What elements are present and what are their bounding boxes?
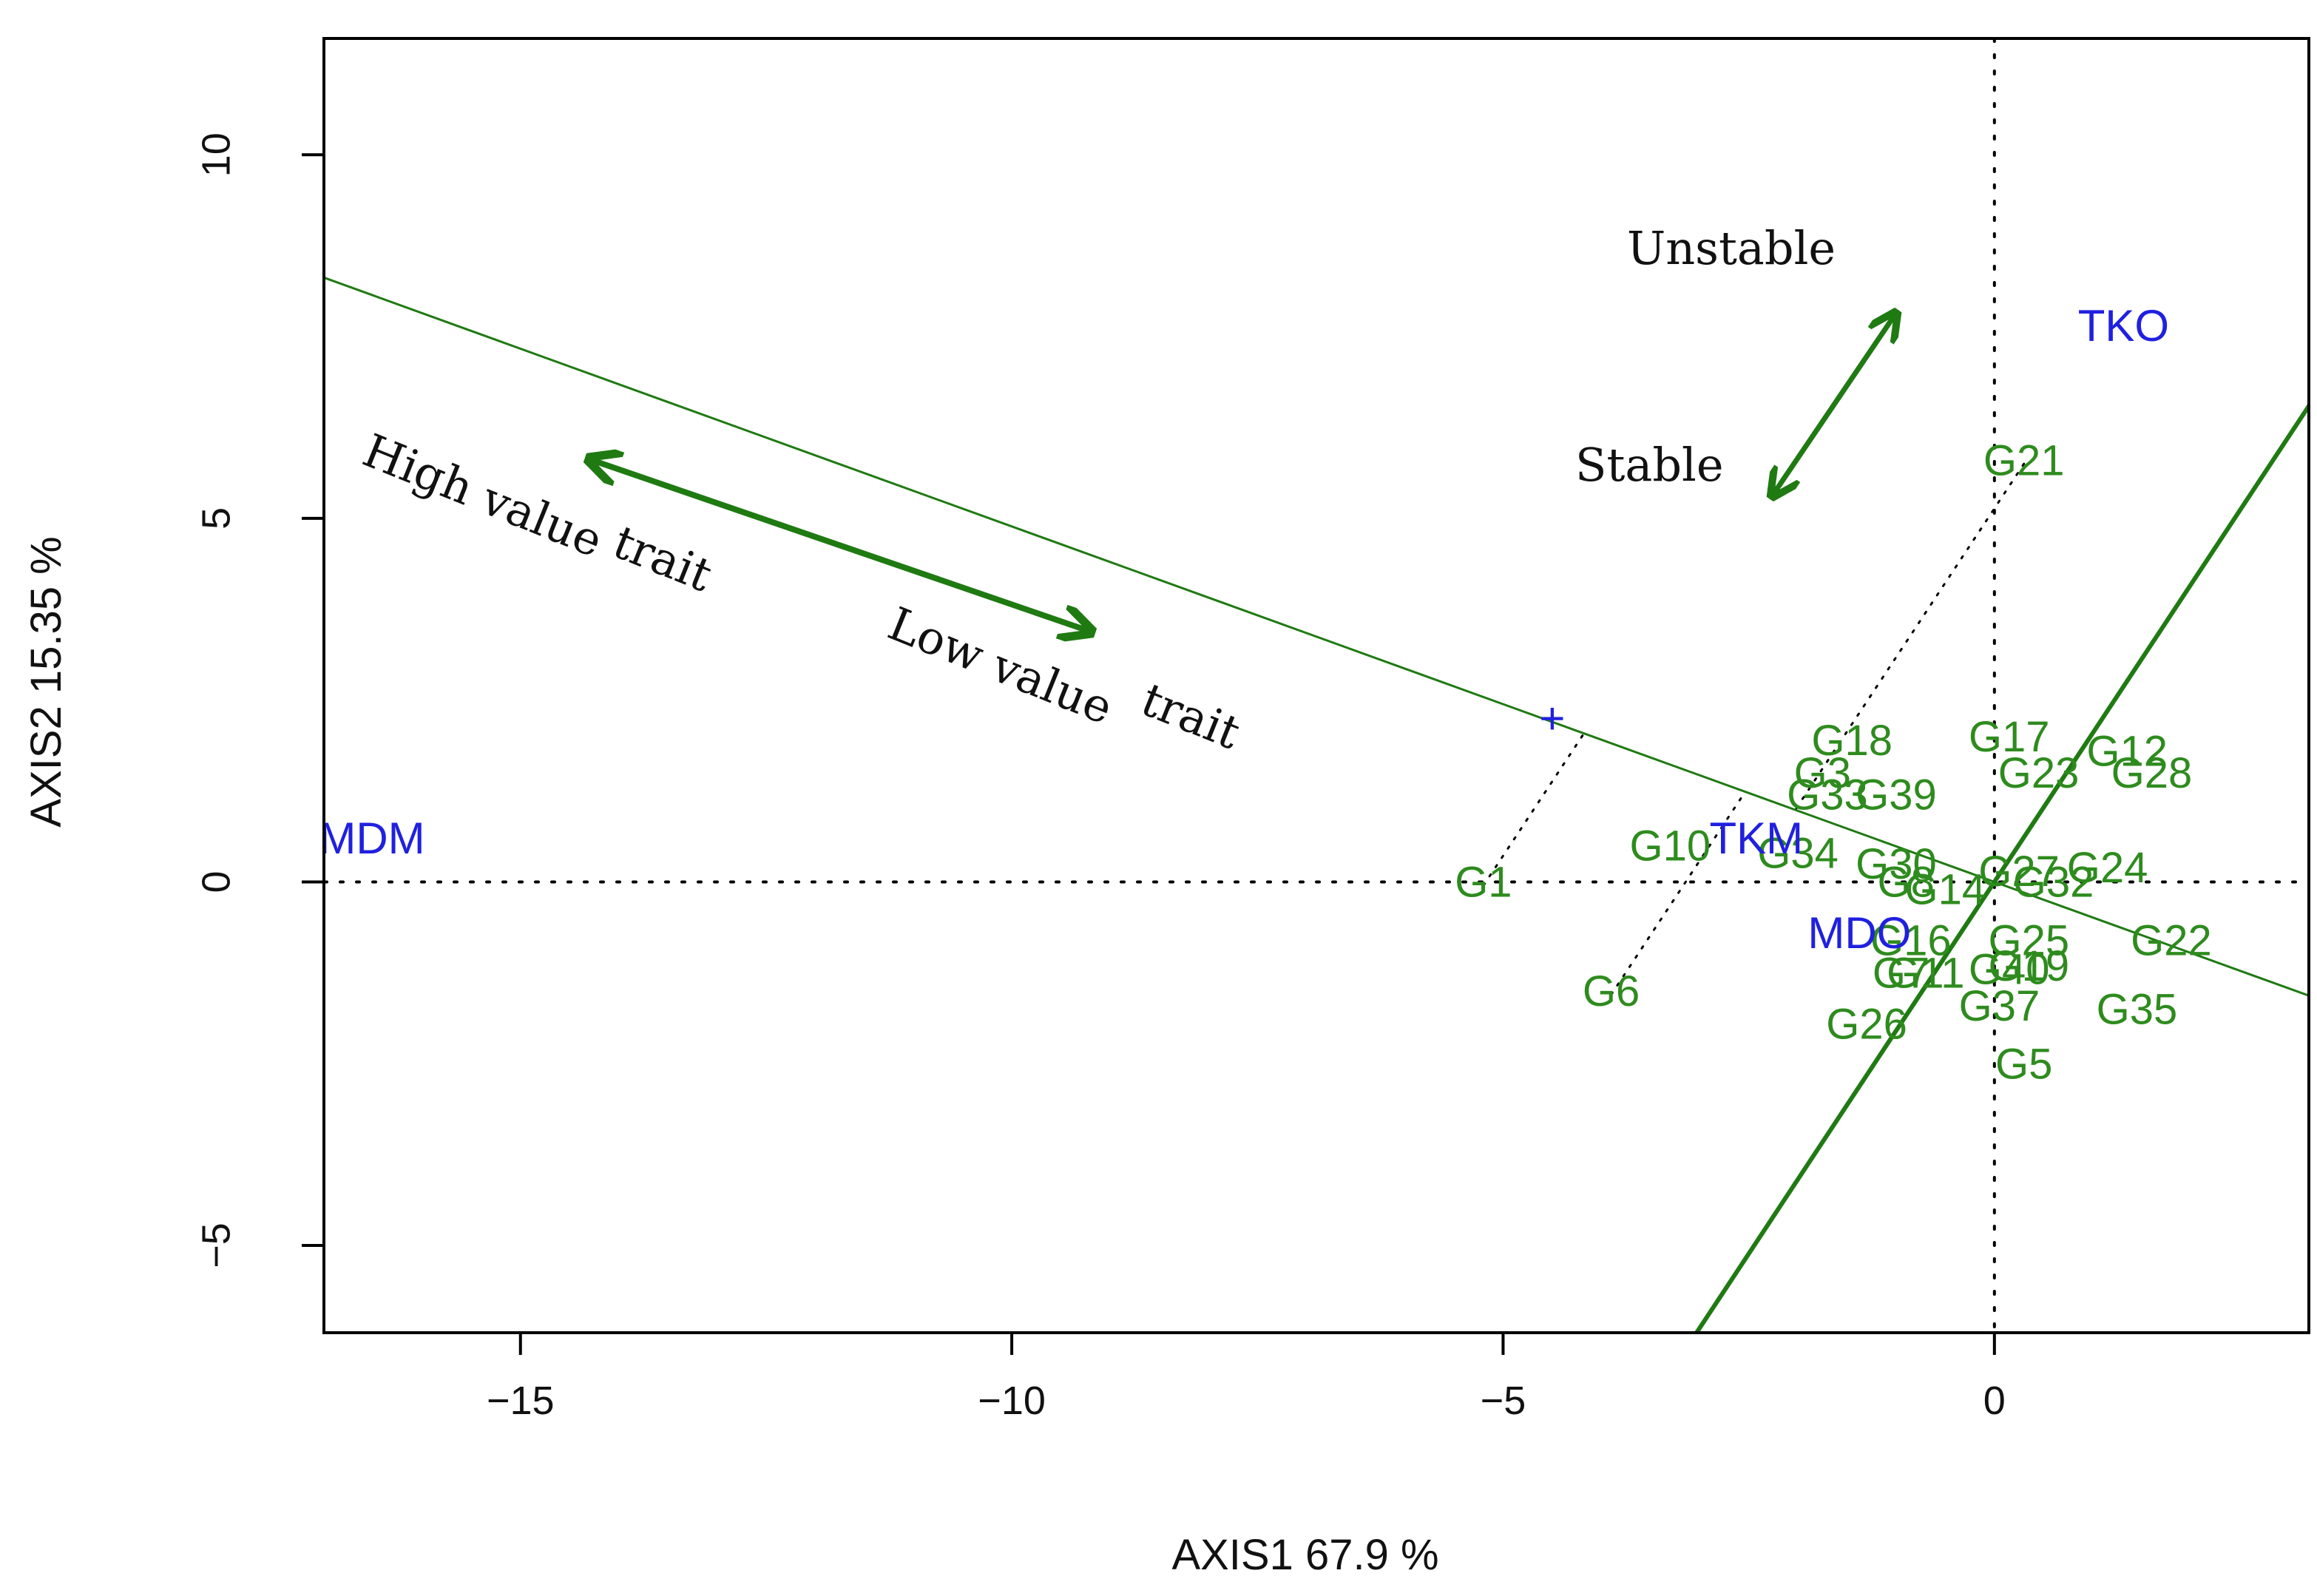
y-tick-label: −5 (194, 1223, 238, 1268)
genotype-label: G6 (1583, 967, 1640, 1015)
projection-line (1482, 732, 1586, 887)
genotype-label: G33 (1787, 771, 1868, 819)
trait-ranking-arrow (592, 460, 1089, 631)
x-tick-label: −15 (487, 1379, 555, 1423)
average-environment-marker: + (1539, 694, 1565, 743)
low-trait-label: trait (1134, 672, 1248, 760)
genotype-label: G11 (1887, 950, 1964, 998)
genotype-label: G10 (1630, 822, 1711, 870)
environment-label: TKO (2078, 301, 2169, 351)
genotype-label: G22 (2131, 916, 2212, 964)
genotype-label: G8 (1878, 859, 1935, 907)
low-value-annotation: Low value (881, 596, 1120, 734)
genotype-label: G14 (1905, 866, 1986, 914)
y-tick-label: 5 (194, 507, 238, 530)
genotype-label: G12 (2086, 728, 2168, 776)
genotype-label: G30 (1856, 840, 1937, 888)
genotype-label: G32 (2013, 859, 2094, 907)
y-axis-title: AXIS2 15.35 % (22, 536, 70, 827)
genotype-label: G26 (1826, 1000, 1907, 1048)
genotype-label: G19 (1988, 942, 2069, 990)
low-trait-annotation: trait (1134, 672, 1248, 760)
x-axis-ticks: −15 −10 −5 0 (487, 1333, 2006, 1423)
y-tick-label: 0 (194, 870, 238, 893)
high-value-annotation: High value (356, 423, 610, 568)
high-trait-annotation: trait (606, 515, 720, 603)
genotype-label: G34 (1757, 829, 1839, 877)
x-tick-label: 0 (1983, 1379, 2006, 1423)
genotype-label: G3 (1794, 749, 1851, 797)
projection-lines (1482, 462, 2026, 996)
genotype-label: G40 (1969, 946, 2050, 994)
genotype-label: G27 (1978, 848, 2060, 896)
genotype-label: G5 (1995, 1040, 2052, 1088)
genotype-label: G23 (1998, 749, 2080, 797)
genotype-label: G25 (1988, 916, 2069, 964)
low-value-label: Low value (881, 596, 1120, 734)
plot-frame (322, 37, 2310, 1334)
high-value-label: High value (356, 423, 610, 568)
ortho-axis-line (1694, 402, 2309, 1333)
genotype-label: G39 (1856, 771, 1937, 819)
projection-line (1610, 791, 1747, 996)
environment-label: MDM (319, 814, 424, 863)
stability-arrow (1773, 315, 1895, 494)
x-tick-label: −10 (978, 1379, 1046, 1423)
genotype-label: G28 (2111, 749, 2193, 797)
unstable-label: Unstable (1627, 221, 1836, 275)
genotype-label: G16 (1870, 916, 1952, 964)
genotype-label: G17 (1969, 713, 2050, 761)
y-axis-ticks: −5 0 5 10 (194, 132, 324, 1268)
genotype-label: G7 (1873, 950, 1929, 998)
stable-label: Stable (1575, 438, 1724, 492)
average-environment-axis (324, 276, 2309, 997)
x-tick-label: −5 (1481, 1379, 1526, 1423)
environment-label: TKM (1709, 814, 1803, 863)
y-tick-label: 10 (194, 132, 238, 177)
projection-line (1794, 462, 2026, 811)
high-trait-label: trait (606, 515, 720, 603)
x-axis-title: AXIS1 67.9 % (1171, 1531, 1438, 1579)
genotype-label: G35 (2097, 986, 2178, 1034)
genotype-label: G1 (1455, 859, 1512, 907)
genotype-label: G37 (1959, 982, 2040, 1030)
genotype-label: G21 (1983, 436, 2065, 484)
environment-label: MDO (1807, 908, 1911, 958)
genotype-label: G18 (1811, 717, 1893, 765)
genotype-label: G24 (2067, 844, 2148, 892)
